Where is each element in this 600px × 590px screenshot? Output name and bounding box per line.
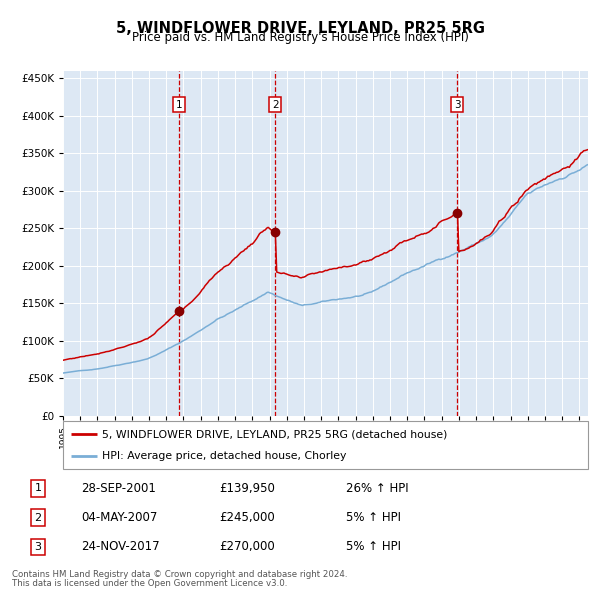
- Text: 3: 3: [454, 100, 460, 110]
- Text: 1: 1: [34, 483, 41, 493]
- Text: This data is licensed under the Open Government Licence v3.0.: This data is licensed under the Open Gov…: [12, 579, 287, 588]
- Text: 5, WINDFLOWER DRIVE, LEYLAND, PR25 5RG (detached house): 5, WINDFLOWER DRIVE, LEYLAND, PR25 5RG (…: [103, 429, 448, 439]
- Text: 5% ↑ HPI: 5% ↑ HPI: [346, 540, 401, 553]
- Text: 1: 1: [176, 100, 182, 110]
- Text: Contains HM Land Registry data © Crown copyright and database right 2024.: Contains HM Land Registry data © Crown c…: [12, 570, 347, 579]
- Text: 24-NOV-2017: 24-NOV-2017: [81, 540, 160, 553]
- Text: 5% ↑ HPI: 5% ↑ HPI: [346, 511, 401, 525]
- Text: 3: 3: [34, 542, 41, 552]
- Text: 5, WINDFLOWER DRIVE, LEYLAND, PR25 5RG: 5, WINDFLOWER DRIVE, LEYLAND, PR25 5RG: [115, 21, 485, 35]
- Text: 2: 2: [34, 513, 41, 523]
- FancyBboxPatch shape: [63, 421, 588, 469]
- Text: 04-MAY-2007: 04-MAY-2007: [81, 511, 157, 525]
- Text: £270,000: £270,000: [220, 540, 275, 553]
- Text: 28-SEP-2001: 28-SEP-2001: [81, 482, 156, 495]
- Text: 26% ↑ HPI: 26% ↑ HPI: [346, 482, 409, 495]
- Text: 2: 2: [272, 100, 279, 110]
- Text: Price paid vs. HM Land Registry's House Price Index (HPI): Price paid vs. HM Land Registry's House …: [131, 31, 469, 44]
- Text: £245,000: £245,000: [220, 511, 275, 525]
- Text: HPI: Average price, detached house, Chorley: HPI: Average price, detached house, Chor…: [103, 451, 347, 461]
- Text: £139,950: £139,950: [220, 482, 275, 495]
